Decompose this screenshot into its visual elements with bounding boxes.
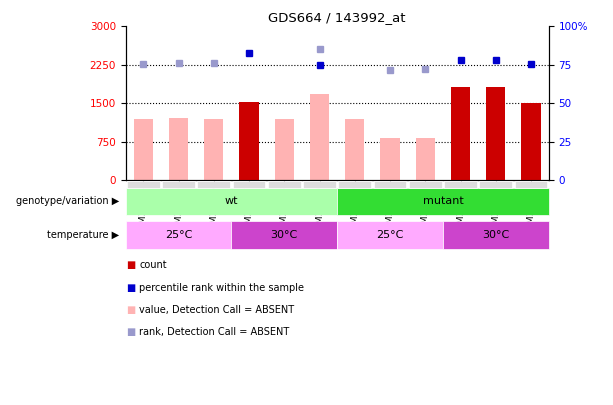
Bar <box>310 94 329 180</box>
Text: ■: ■ <box>126 260 135 270</box>
Text: 30°C: 30°C <box>482 230 509 240</box>
Text: temperature ▶: temperature ▶ <box>47 230 120 240</box>
Bar <box>126 221 232 249</box>
Text: 30°C: 30°C <box>271 230 298 240</box>
Bar <box>443 221 549 249</box>
Bar <box>126 188 337 215</box>
Bar <box>451 87 470 180</box>
Text: ■: ■ <box>126 327 135 337</box>
Text: genotype/variation ▶: genotype/variation ▶ <box>17 196 120 207</box>
Title: GDS664 / 143992_at: GDS664 / 143992_at <box>268 11 406 24</box>
Bar <box>345 119 365 180</box>
Bar <box>380 138 400 180</box>
Text: count: count <box>139 260 167 270</box>
Text: 25°C: 25°C <box>376 230 404 240</box>
Bar <box>337 188 549 215</box>
Bar <box>416 138 435 180</box>
Bar <box>169 117 188 180</box>
Text: mutant: mutant <box>422 196 463 207</box>
Bar <box>337 221 443 249</box>
Text: 25°C: 25°C <box>165 230 192 240</box>
Text: ■: ■ <box>126 283 135 292</box>
Text: ■: ■ <box>126 305 135 315</box>
Bar <box>275 119 294 180</box>
Bar <box>134 119 153 180</box>
Text: wt: wt <box>224 196 238 207</box>
Bar <box>232 221 337 249</box>
Text: value, Detection Call = ABSENT: value, Detection Call = ABSENT <box>139 305 294 315</box>
Text: percentile rank within the sample: percentile rank within the sample <box>139 283 304 292</box>
Text: rank, Detection Call = ABSENT: rank, Detection Call = ABSENT <box>139 327 289 337</box>
Bar <box>239 102 259 180</box>
Bar <box>486 87 506 180</box>
Bar <box>204 119 224 180</box>
Bar <box>521 103 541 180</box>
